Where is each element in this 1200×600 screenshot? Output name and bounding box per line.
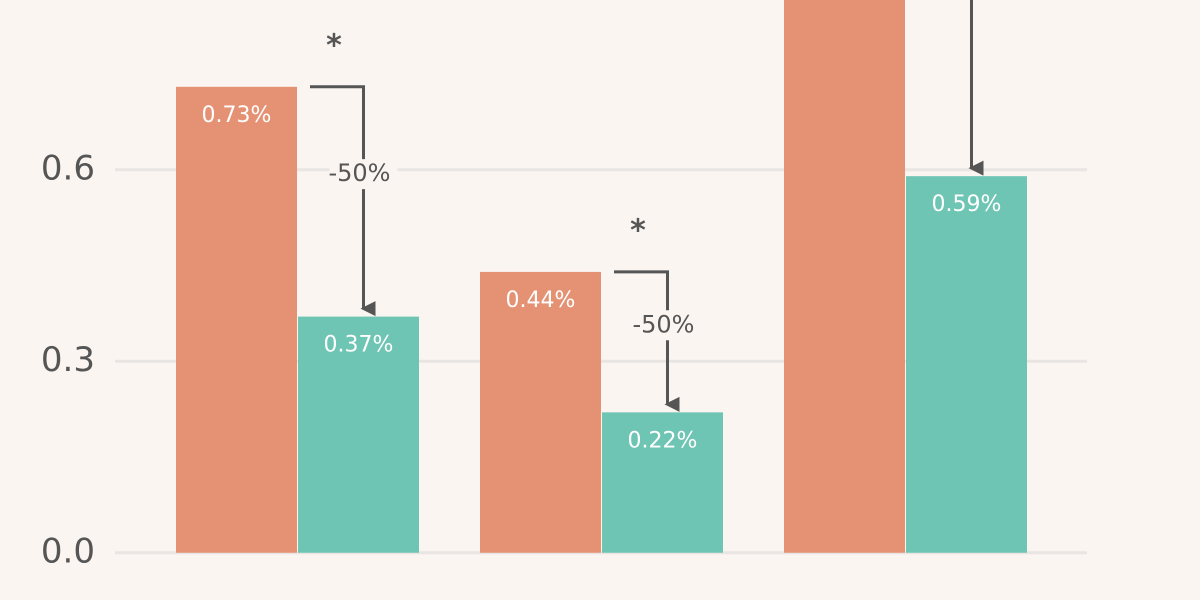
data-label: 0.37% <box>324 333 394 358</box>
y-tick-label: 0.6 <box>41 148 95 188</box>
y-tick-label: 0.0 <box>41 531 95 571</box>
change-arrow <box>310 85 376 317</box>
label-backdrop <box>633 310 702 341</box>
data-label: 0.59% <box>932 192 1002 217</box>
change-arrow <box>614 270 680 412</box>
bar <box>298 316 419 553</box>
significance-marker: * <box>326 28 342 63</box>
significance-marker: * <box>630 213 646 248</box>
data-label: 0.22% <box>628 428 698 453</box>
label-backdrop <box>329 159 398 190</box>
data-label: 0.44% <box>506 288 576 313</box>
data-label: 0.73% <box>202 103 272 128</box>
bar <box>480 271 601 553</box>
bar <box>906 176 1027 553</box>
change-label: -50% <box>328 159 390 187</box>
change-arrow <box>968 0 984 176</box>
y-tick-label: 0.3 <box>41 340 95 380</box>
bar <box>602 412 723 553</box>
change-label: -50% <box>632 310 694 338</box>
bar <box>784 0 905 553</box>
bar <box>176 86 297 553</box>
